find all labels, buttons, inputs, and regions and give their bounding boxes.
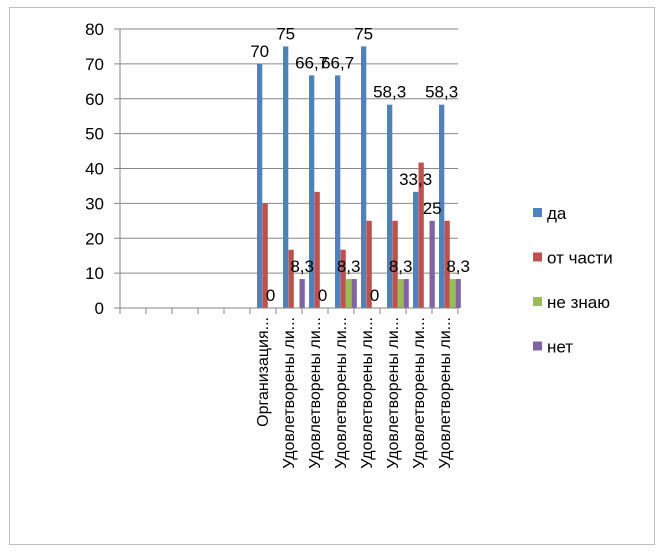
axes (114, 28, 459, 314)
x-category-labels: Организация... Удовлетворены ли... Удовлет… (255, 317, 454, 469)
x-category-label: Удовлетворены ли... (437, 317, 454, 469)
chart-frame (9, 7, 655, 545)
legend-label: от части (547, 249, 613, 268)
y-tick-label: 80 (85, 20, 104, 39)
bar-3-11 (429, 220, 435, 308)
data-label: 8,3 (337, 257, 361, 276)
y-tick-label: 0 (95, 299, 104, 318)
data-label: 0 (266, 286, 275, 305)
bar-3-6 (299, 279, 305, 308)
data-label: 8,3 (389, 257, 413, 276)
legend-label: да (547, 204, 567, 223)
data-label: 66,7 (321, 53, 354, 72)
bar-0-8 (335, 75, 341, 308)
x-category-label: Удовлетворены ли... (359, 317, 376, 469)
y-tick-label: 30 (85, 194, 104, 213)
x-category-label: Организация... (255, 317, 272, 427)
gridlines (120, 28, 458, 274)
data-label: 25 (423, 199, 442, 218)
bar-1-5 (262, 203, 268, 308)
bar-1-8 (340, 249, 346, 308)
bar-0-11 (413, 191, 419, 308)
bar-1-6 (288, 249, 294, 308)
y-tick-label: 40 (85, 160, 104, 179)
data-label: 8,3 (290, 257, 314, 276)
y-tick-label: 20 (85, 229, 104, 248)
bar-0-7 (309, 75, 315, 308)
legend-swatch (533, 341, 542, 351)
y-tick-label: 60 (85, 90, 104, 109)
y-tick-label: 10 (85, 264, 104, 283)
bar-1-10 (392, 220, 398, 308)
bar-1-11 (418, 162, 424, 308)
bar-1-7 (314, 191, 320, 308)
x-category-label: Удовлетворены ли... (307, 317, 324, 469)
bar-0-12 (439, 104, 445, 309)
data-label: 75 (276, 24, 295, 43)
y-tick-label: 50 (85, 125, 104, 144)
legend-label: не знаю (547, 293, 610, 312)
bar-0-6 (283, 46, 289, 308)
data-label: 70 (250, 42, 269, 61)
data-label: 75 (354, 24, 373, 43)
bar-3-10 (403, 279, 409, 308)
data-label: 0 (370, 286, 379, 305)
bar-1-12 (444, 220, 450, 308)
data-label: 8,3 (446, 257, 470, 276)
bar-0-5 (257, 63, 263, 308)
x-category-label: Удовлетворены ли... (281, 317, 298, 469)
legend-swatch (533, 208, 542, 217)
x-category-label: Удовлетворены ли... (333, 317, 350, 469)
bar-3-12 (455, 279, 461, 308)
data-label: 58,3 (425, 83, 458, 102)
x-category-label: Удовлетворены ли... (385, 317, 402, 469)
bar-2-8 (346, 279, 352, 308)
bars (257, 46, 461, 309)
legend-label: нет (547, 338, 573, 357)
x-category-label: Удовлетворены ли... (411, 317, 428, 469)
legend: да от части не знаю нет (533, 204, 613, 357)
legend-swatch (533, 252, 542, 262)
bar-1-9 (366, 220, 372, 308)
legend-swatch (533, 297, 542, 306)
bar-2-10 (398, 279, 404, 308)
data-label: 33,3 (399, 170, 432, 189)
y-tick-label: 70 (85, 55, 104, 74)
y-tick-labels: 0 10 20 30 40 50 60 70 80 (85, 20, 104, 318)
data-label: 0 (318, 286, 327, 305)
bar-2-12 (450, 279, 456, 308)
bar-0-9 (361, 46, 367, 308)
bar-3-8 (351, 279, 357, 308)
bar-0-10 (387, 104, 393, 309)
data-label: 58,3 (373, 83, 406, 102)
data-label: 66,7 (295, 53, 328, 72)
